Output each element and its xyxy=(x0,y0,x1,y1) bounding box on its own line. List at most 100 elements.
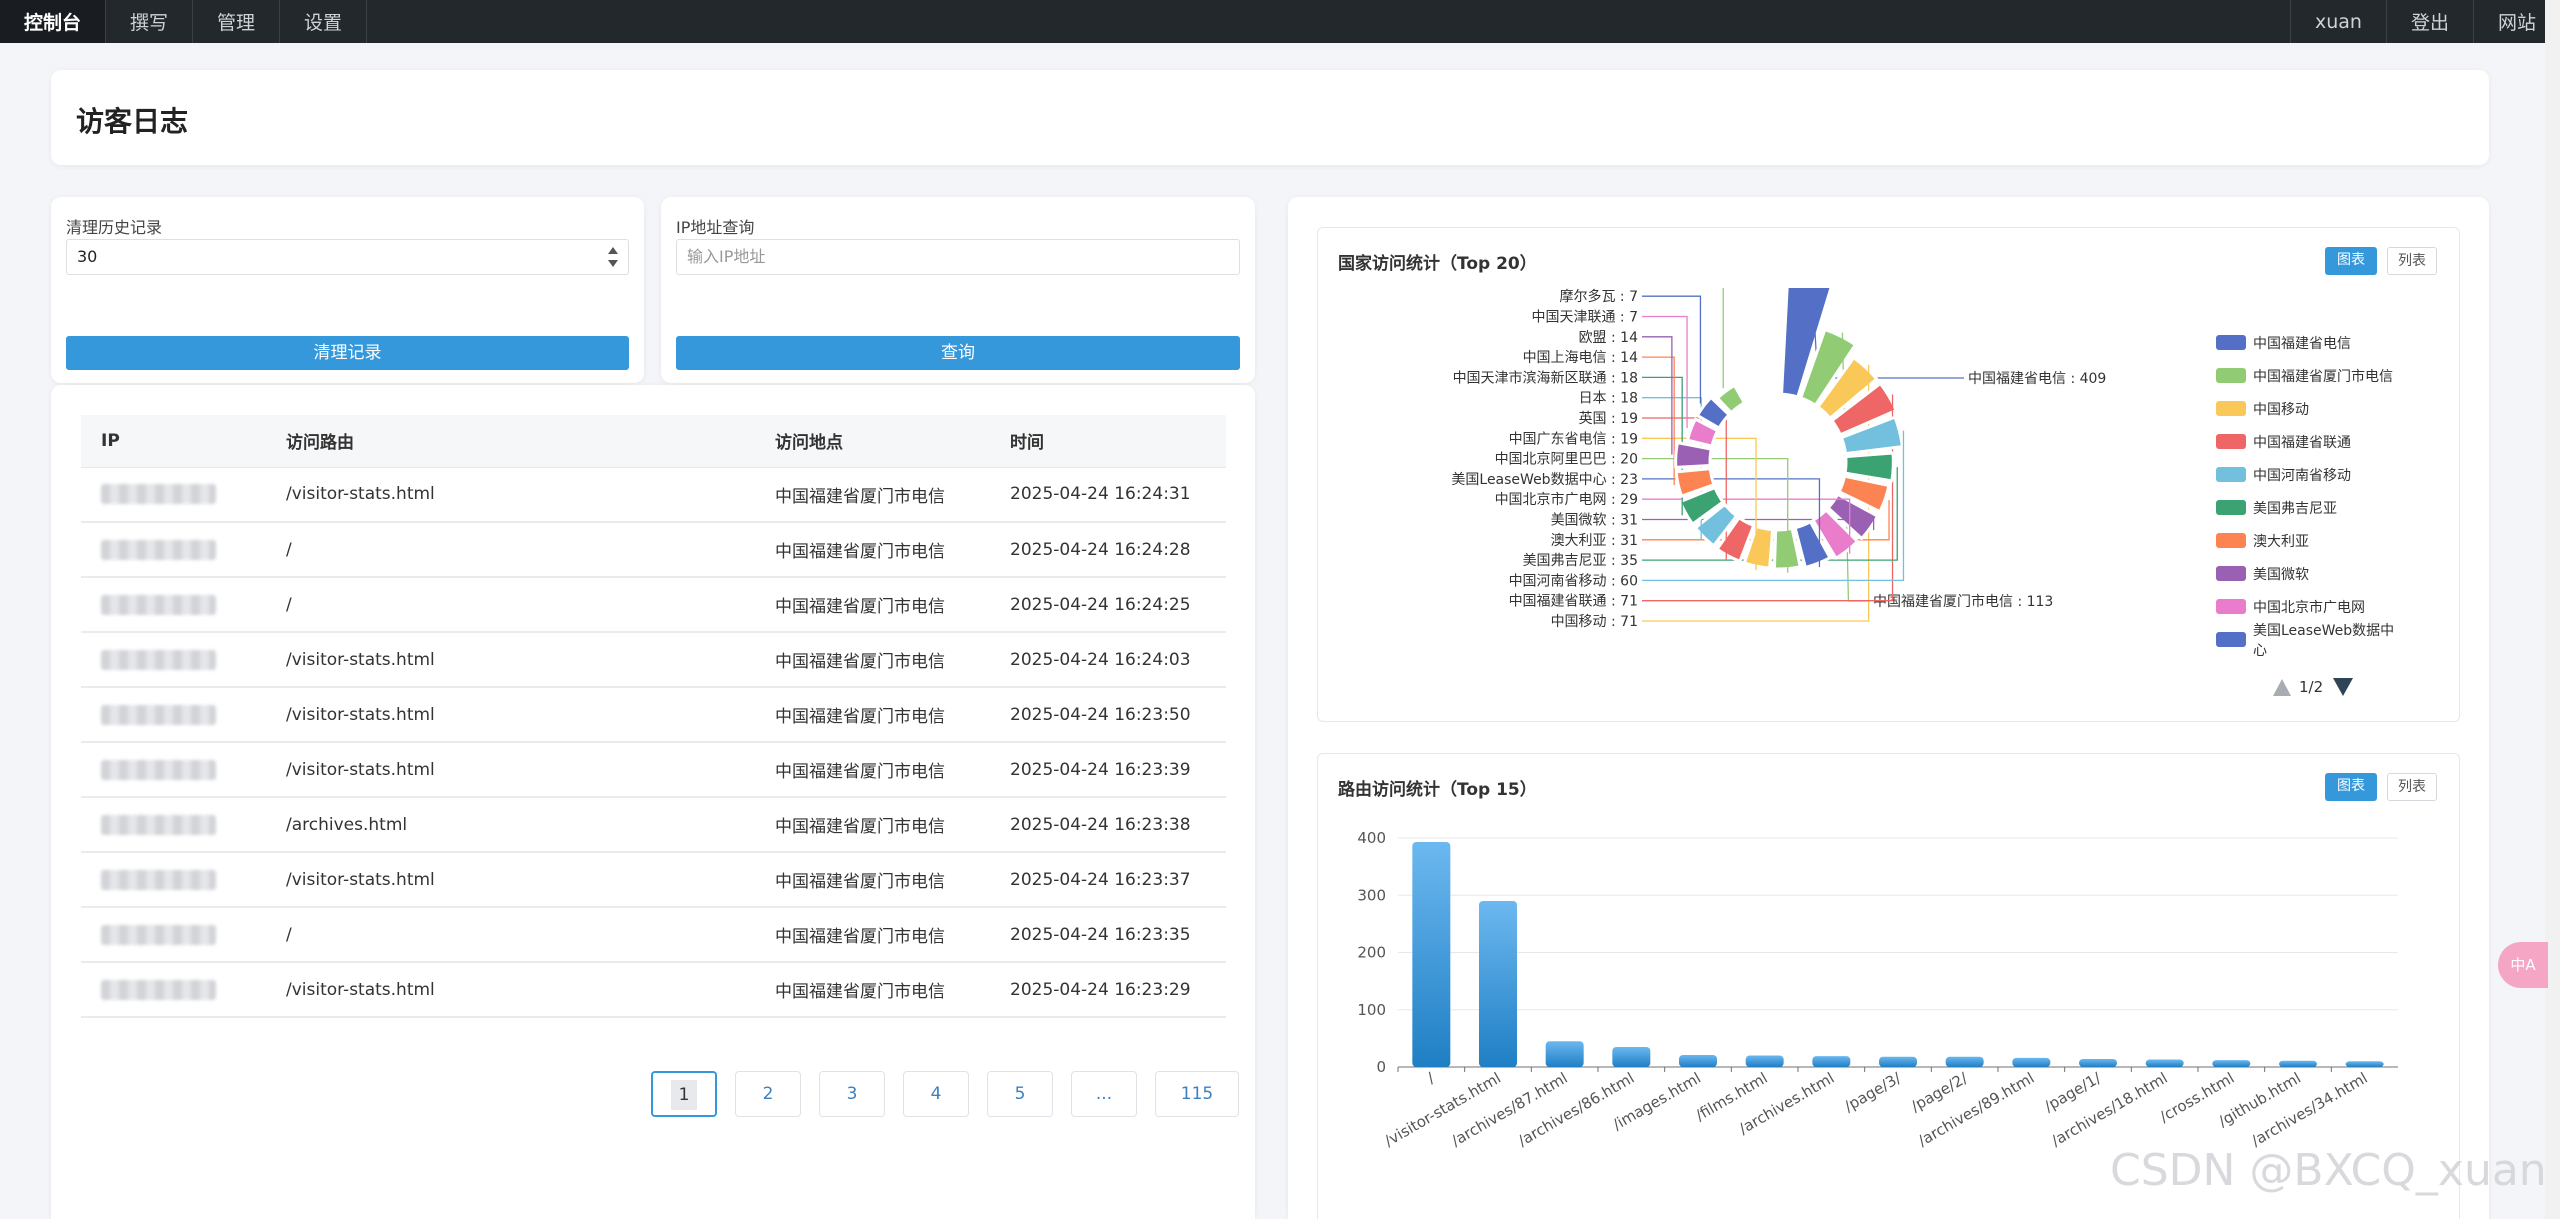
table-row: / 中国福建省厦门市电信 2025-04-24 16:23:35 xyxy=(81,907,1226,963)
page-1-button[interactable]: 1 xyxy=(651,1071,717,1117)
masked-ip xyxy=(101,979,216,1000)
legend-swatch xyxy=(2216,599,2246,614)
nav-dashboard[interactable]: 控制台 xyxy=(0,0,107,43)
page-ellipsis[interactable]: ... xyxy=(1071,1071,1137,1117)
route-list-toggle[interactable]: 列表 xyxy=(2387,773,2437,801)
page-2-button[interactable]: 2 xyxy=(735,1071,801,1117)
history-days-input[interactable]: 30 xyxy=(66,239,629,275)
bar[interactable] xyxy=(2212,1060,2251,1067)
location-cell: 中国福建省厦门市电信 xyxy=(755,467,990,523)
visitor-table-card: IP 访问路由 访问地点 时间 /visitor-stats.html 中国福建省… xyxy=(51,385,1255,1219)
bar[interactable] xyxy=(1479,900,1517,1067)
bar[interactable] xyxy=(1945,1056,1984,1067)
legend-swatch xyxy=(2216,368,2246,383)
pie-slice[interactable] xyxy=(1685,417,1720,448)
nav-write[interactable]: 撰写 xyxy=(106,0,194,43)
legend-swatch xyxy=(2216,500,2246,515)
ip-cell xyxy=(81,632,266,688)
bar[interactable] xyxy=(1412,842,1451,1067)
legend-item[interactable]: 澳大利亚 xyxy=(2216,524,2406,557)
nav-user[interactable]: xuan xyxy=(2289,0,2386,43)
country-list-toggle[interactable]: 列表 xyxy=(2387,247,2437,275)
pie-slice[interactable] xyxy=(1811,508,1859,560)
pie-slice-label: 摩尔多瓦 : 7 xyxy=(1559,288,1638,305)
legend-item[interactable]: 美国微软 xyxy=(2216,557,2406,590)
nav-right-group: xuan 登出 网站 xyxy=(2289,0,2560,43)
time-cell: 2025-04-24 16:23:39 xyxy=(990,742,1226,798)
pie-slice[interactable] xyxy=(1693,502,1739,548)
nav-settings[interactable]: 设置 xyxy=(280,0,368,43)
pie-label-line xyxy=(1642,336,1673,455)
legend-swatch xyxy=(2216,335,2246,350)
country-chart-toggle[interactable]: 图表 xyxy=(2325,247,2377,275)
nav-manage[interactable]: 管理 xyxy=(193,0,281,43)
page-5-button[interactable]: 5 xyxy=(987,1071,1053,1117)
time-cell: 2025-04-24 16:24:28 xyxy=(990,522,1226,578)
pie-slice[interactable] xyxy=(1674,467,1716,498)
clear-records-button[interactable]: 清理记录 xyxy=(66,336,629,370)
table-row: / 中国福建省厦门市电信 2025-04-24 16:24:28 xyxy=(81,522,1226,578)
table-row: /visitor-stats.html 中国福建省厦门市电信 2025-04-24 … xyxy=(81,852,1226,908)
legend-item[interactable]: 中国福建省电信 xyxy=(2216,326,2406,359)
pie-slice[interactable] xyxy=(1674,441,1713,469)
ip-cell xyxy=(81,687,266,743)
nav-site[interactable]: 网站 xyxy=(2472,0,2560,43)
legend-prev-icon[interactable] xyxy=(2273,678,2291,696)
page-3-button[interactable]: 3 xyxy=(819,1071,885,1117)
ip-search-input[interactable]: 输入IP地址 xyxy=(676,239,1240,275)
x-tick-label: /archives/18.html xyxy=(2048,1069,2170,1150)
bar[interactable] xyxy=(2079,1058,2117,1067)
clear-history-card: 清理历史记录 30 清理记录 xyxy=(51,197,644,383)
page-last-button[interactable]: 115 xyxy=(1155,1071,1239,1117)
pie-slice[interactable] xyxy=(1816,356,1879,420)
bar[interactable] xyxy=(2145,1059,2184,1067)
pie-slice[interactable] xyxy=(1715,383,1746,415)
page-1-label: 1 xyxy=(670,1080,698,1110)
pie-slice[interactable] xyxy=(1793,520,1832,569)
bar[interactable] xyxy=(2345,1061,2384,1067)
table-row: / 中国福建省厦门市电信 2025-04-24 16:24:25 xyxy=(81,577,1226,633)
pie-slice-label: 中国广东省电信 : 19 xyxy=(1509,431,1638,447)
number-spinner-icon[interactable] xyxy=(608,247,618,267)
legend-item[interactable]: 美国LeaseWeb数据中心 xyxy=(2216,623,2406,659)
bar[interactable] xyxy=(1545,1041,1584,1067)
bar[interactable] xyxy=(1879,1056,1917,1067)
query-button[interactable]: 查询 xyxy=(676,336,1240,370)
pie-slice[interactable] xyxy=(1830,382,1898,437)
location-cell: 中国福建省厦门市电信 xyxy=(755,742,990,798)
pie-slice[interactable] xyxy=(1799,328,1857,407)
pie-slice[interactable] xyxy=(1742,525,1775,570)
legend-item[interactable]: 中国河南省移动 xyxy=(2216,458,2406,491)
legend-item[interactable]: 中国福建省厦门市电信 xyxy=(2216,359,2406,392)
page-scrollbar[interactable] xyxy=(2545,0,2560,1219)
bar[interactable] xyxy=(1745,1055,1784,1067)
pie-slice[interactable] xyxy=(1780,288,1834,399)
translate-float-tab[interactable]: 中A xyxy=(2498,942,2548,988)
nav-logout[interactable]: 登出 xyxy=(2385,0,2473,43)
legend-item[interactable]: 中国福建省联通 xyxy=(2216,425,2406,458)
pie-slice[interactable] xyxy=(1843,451,1895,483)
route-cell: / xyxy=(266,577,755,633)
pie-slice-label: 澳大利亚 : 31 xyxy=(1551,533,1638,549)
bar[interactable] xyxy=(2012,1057,2051,1067)
legend-next-icon[interactable] xyxy=(2333,678,2354,696)
route-chart-toggle[interactable]: 图表 xyxy=(2325,773,2377,801)
masked-ip xyxy=(101,594,216,615)
bar[interactable] xyxy=(2279,1060,2317,1067)
pie-slice[interactable] xyxy=(1695,395,1731,430)
pie-slice[interactable] xyxy=(1837,474,1891,514)
pie-slice-label: 中国河南省移动 : 60 xyxy=(1509,573,1638,589)
pie-slice-label: 中国北京阿里巴巴 : 20 xyxy=(1495,452,1638,468)
pie-slice[interactable] xyxy=(1839,415,1904,456)
bar[interactable] xyxy=(1612,1046,1651,1067)
y-tick-label: 0 xyxy=(1376,1058,1386,1076)
legend-item[interactable]: 中国移动 xyxy=(2216,392,2406,425)
pie-label-line xyxy=(1642,295,1702,404)
bar[interactable] xyxy=(1679,1054,1717,1067)
pie-slice[interactable] xyxy=(1678,486,1725,526)
legend-item[interactable]: 中国北京市广电网 xyxy=(2216,590,2406,623)
bar[interactable] xyxy=(1812,1056,1851,1067)
location-cell: 中国福建省厦门市电信 xyxy=(755,907,990,963)
legend-item[interactable]: 美国弗吉尼亚 xyxy=(2216,491,2406,524)
page-4-button[interactable]: 4 xyxy=(903,1071,969,1117)
